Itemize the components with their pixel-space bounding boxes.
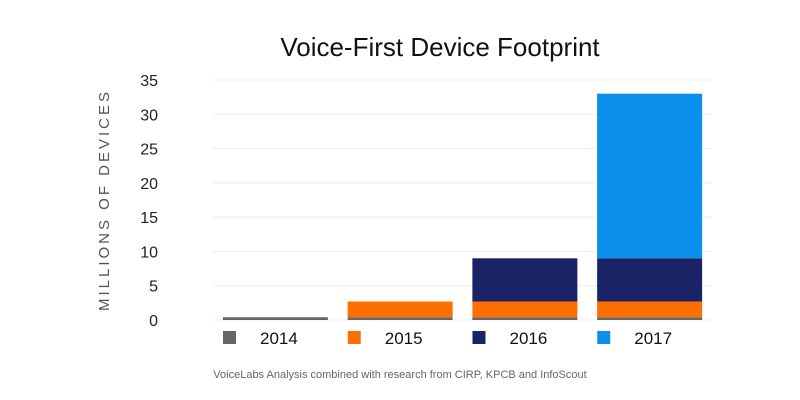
grid-lines [213, 79, 712, 321]
bar-segment-2014-2014 [222, 317, 328, 320]
y-tick-label: 10 [140, 244, 158, 261]
legend: 2014 2015 2016 2017 [223, 329, 672, 348]
y-tick-label: 20 [140, 176, 158, 193]
y-tick-label: 5 [149, 279, 158, 296]
y-tick-label: 25 [140, 142, 158, 159]
bar-segment-2016-2016 [472, 258, 578, 302]
bar-segment-2017-2015 [597, 301, 703, 318]
bar-segment-2016-2015 [472, 301, 578, 318]
y-tick-label: 0 [149, 313, 158, 330]
legend-label-2014: 2014 [260, 329, 298, 348]
legend-swatch-2014 [223, 331, 236, 344]
chart-title: Voice-First Device Footprint [280, 32, 600, 62]
y-tick-labels: 0 5 10 15 20 25 30 35 [140, 73, 158, 330]
legend-label-2017: 2017 [634, 329, 672, 348]
bar-segment-2017-2014 [597, 317, 703, 320]
y-tick-label: 30 [140, 107, 158, 124]
bar-segment-2017-2017 [597, 93, 703, 259]
y-tick-label: 15 [140, 210, 158, 227]
bar-segment-2015-2015 [347, 301, 453, 318]
bar-segment-2015-2014 [347, 317, 453, 320]
bars [222, 93, 703, 320]
y-tick-label: 35 [140, 73, 158, 90]
legend-swatch-2015 [347, 331, 361, 344]
source-note: VoiceLabs Analysis combined with researc… [213, 369, 586, 381]
legend-label-2015: 2015 [385, 329, 423, 348]
legend-swatch-2016 [472, 331, 486, 344]
legend-swatch-2017 [597, 331, 611, 344]
legend-label-2016: 2016 [510, 329, 548, 348]
y-axis-label: MILLIONS OF DEVICES [96, 89, 113, 311]
bar-segment-2016-2014 [472, 317, 578, 320]
bar-segment-2017-2016 [597, 258, 703, 302]
